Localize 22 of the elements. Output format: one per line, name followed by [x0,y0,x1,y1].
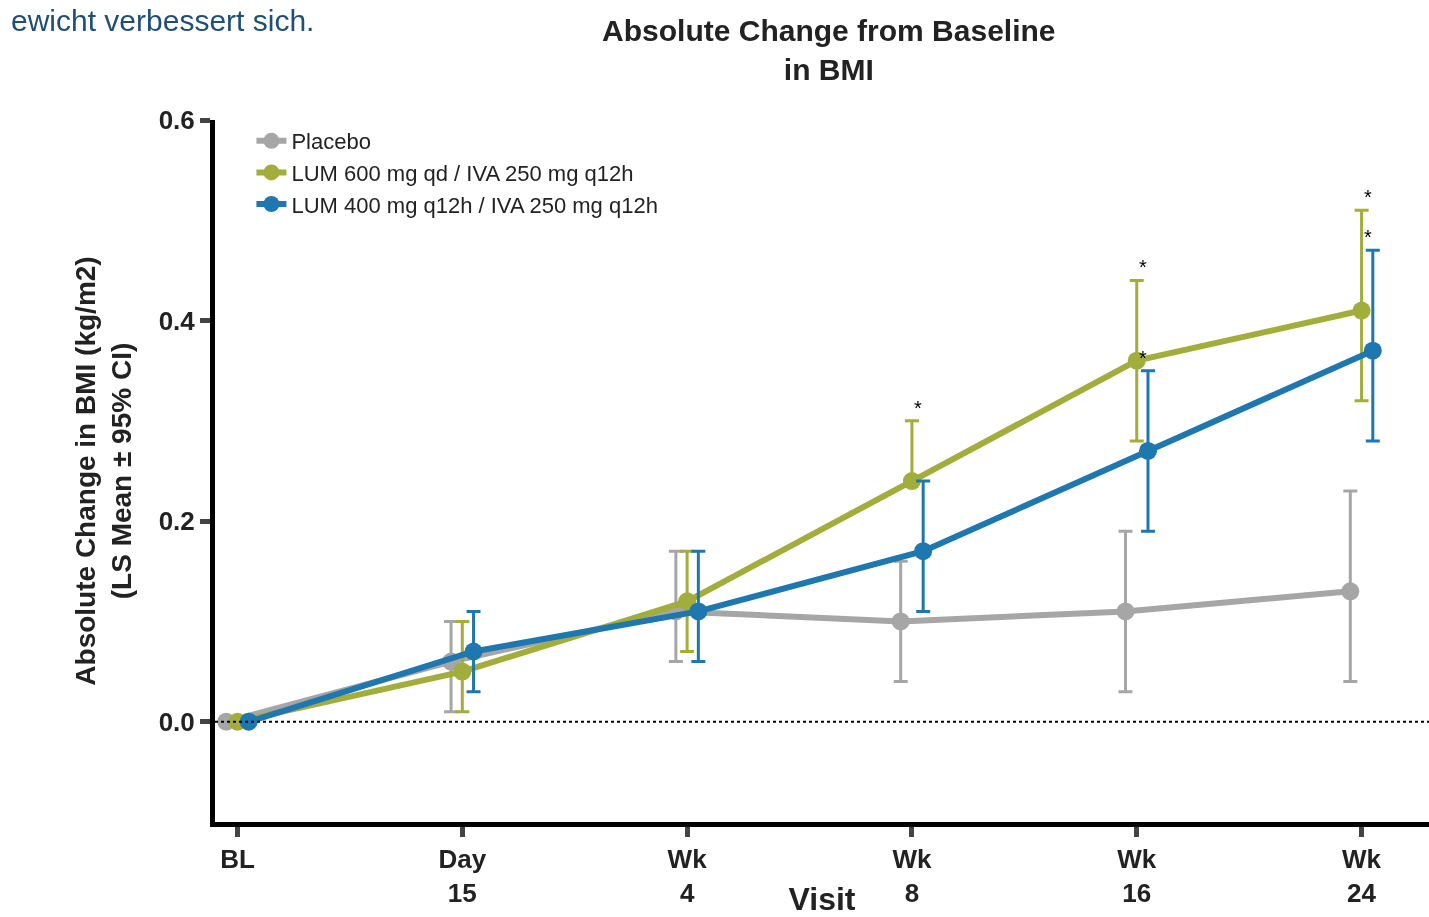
x-tick-label: Wk 4 [667,844,708,908]
annotation: * [1139,256,1147,278]
y-tick-label: 0.0 [158,706,195,737]
x-tick-label: BL [220,844,255,875]
text: ewicht verbessert sich. [11,4,315,37]
x-tick-label: Wk 8 [892,844,932,908]
legend-label: LUM 400 mg q12h / IVA 250 mg q12h [291,192,658,218]
annotation: * [1364,186,1372,208]
y-tick-label: 0.4 [158,305,196,336]
x-axis-title: Visit [788,881,856,917]
x-tick-label: Wk 16 [1117,844,1157,908]
y-tick-label: 0.6 [158,105,195,136]
x-tick-label: Wk 24 [1342,844,1382,908]
y-tick-label: 0.2 [158,506,195,537]
x-tick-label: Day 15 [438,844,487,908]
annotation: * [914,397,922,419]
chart-title: Absolute Change from Baseline in BMI [602,14,1056,87]
y-axis-title: Absolute Change in BMI (kg/m2) (LS Mean ± 95% CI) [69,256,138,686]
annotation: * [1364,226,1372,248]
annotation: * [1139,347,1147,369]
legend-label: Placebo [291,129,371,155]
legend-label: LUM 600 mg qd / IVA 250 mg q12h [291,160,634,186]
